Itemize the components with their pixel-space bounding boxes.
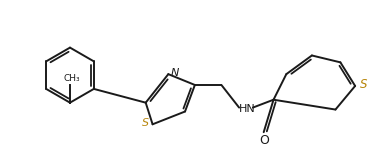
Text: O: O	[260, 133, 270, 147]
Text: CH₃: CH₃	[64, 74, 80, 83]
Text: S: S	[142, 118, 149, 128]
Text: N: N	[171, 68, 180, 78]
Text: S: S	[360, 79, 368, 91]
Text: HN: HN	[239, 104, 255, 114]
